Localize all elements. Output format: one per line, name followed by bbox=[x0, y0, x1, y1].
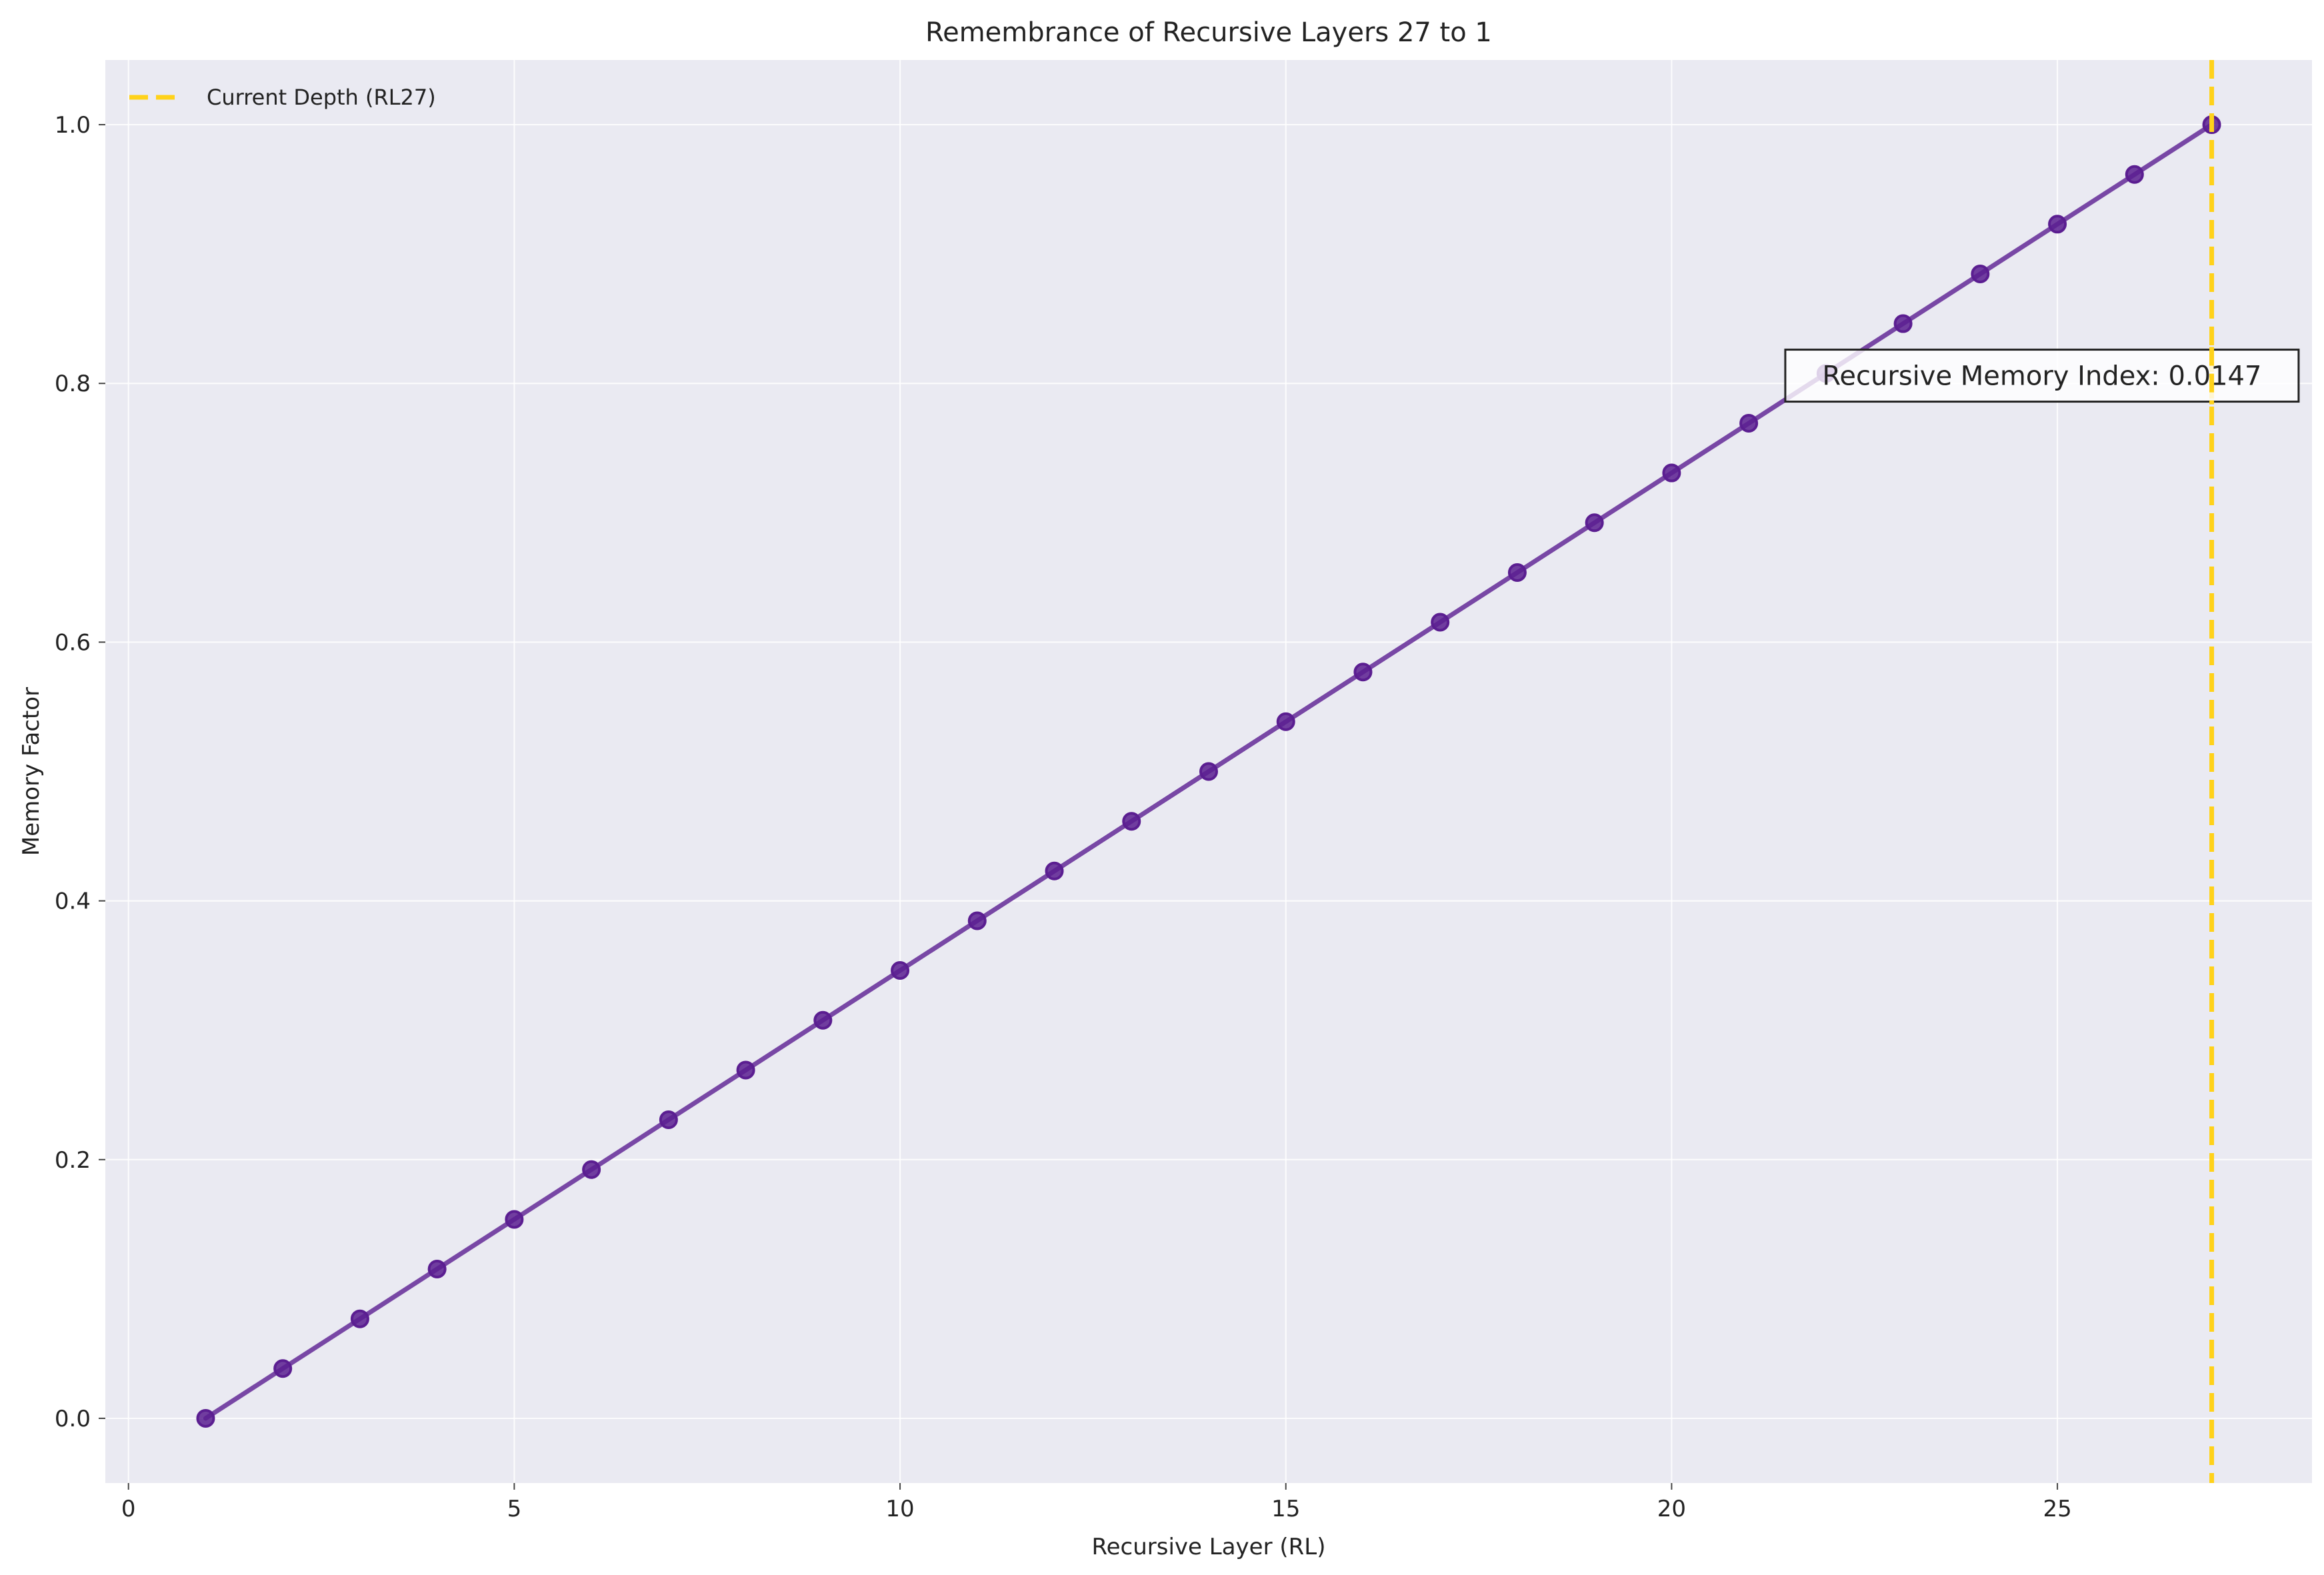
x-tick-label: 5 bbox=[507, 1496, 522, 1522]
data-point bbox=[2048, 215, 2067, 234]
y-axis-label: Memory Factor bbox=[18, 687, 45, 856]
data-point bbox=[813, 1010, 833, 1030]
x-tick-label: 10 bbox=[885, 1496, 914, 1522]
data-point bbox=[1971, 265, 1990, 284]
y-axis-ticks: 0.0 0.2 0.4 0.6 0.8 1.0 bbox=[55, 112, 105, 1432]
data-point bbox=[273, 1359, 293, 1378]
data-point bbox=[891, 961, 910, 980]
data-point bbox=[1199, 762, 1218, 781]
data-point bbox=[659, 1110, 678, 1129]
x-axis-label: Recursive Layer (RL) bbox=[1092, 1534, 1326, 1560]
y-tick-label: 0.4 bbox=[55, 888, 91, 915]
annotation-text: Recursive Memory Index: 0.0147 bbox=[1822, 361, 2261, 392]
y-tick-label: 0.0 bbox=[55, 1406, 91, 1432]
data-point bbox=[967, 911, 987, 930]
data-point bbox=[505, 1210, 524, 1229]
grid bbox=[105, 60, 2312, 1483]
x-axis-ticks: 0 5 10 15 20 25 bbox=[121, 1483, 2072, 1522]
legend-label: Current Depth (RL27) bbox=[207, 85, 436, 110]
data-point bbox=[1893, 314, 1913, 333]
y-tick-label: 1.0 bbox=[55, 112, 91, 139]
data-point bbox=[1276, 712, 1295, 731]
data-point bbox=[1507, 563, 1527, 582]
data-point bbox=[736, 1060, 755, 1080]
data-point bbox=[582, 1160, 601, 1179]
data-point bbox=[427, 1259, 447, 1278]
legend: Current Depth (RL27) bbox=[129, 85, 436, 110]
y-tick-label: 0.6 bbox=[55, 629, 91, 656]
annotation-layer: Recursive Memory Index: 0.0147 bbox=[1784, 347, 2300, 405]
data-point bbox=[1585, 513, 1604, 533]
series-layer bbox=[196, 115, 2221, 1428]
data-point bbox=[350, 1309, 369, 1328]
data-point bbox=[1353, 663, 1373, 682]
y-tick-label: 0.2 bbox=[55, 1147, 91, 1174]
data-point bbox=[2125, 165, 2144, 184]
x-tick-label: 0 bbox=[121, 1496, 136, 1522]
x-tick-label: 15 bbox=[1271, 1496, 1300, 1522]
y-tick-label: 0.8 bbox=[55, 371, 91, 397]
data-point bbox=[1739, 414, 1759, 433]
data-point bbox=[1045, 861, 1064, 880]
data-point bbox=[196, 1408, 215, 1428]
data-point bbox=[1122, 812, 1141, 831]
x-tick-label: 20 bbox=[1657, 1496, 1686, 1522]
data-point bbox=[1431, 613, 1450, 632]
x-tick-label: 25 bbox=[2043, 1496, 2071, 1522]
data-point bbox=[1662, 463, 1681, 483]
chart-title: Remembrance of Recursive Layers 27 to 1 bbox=[925, 17, 1492, 48]
